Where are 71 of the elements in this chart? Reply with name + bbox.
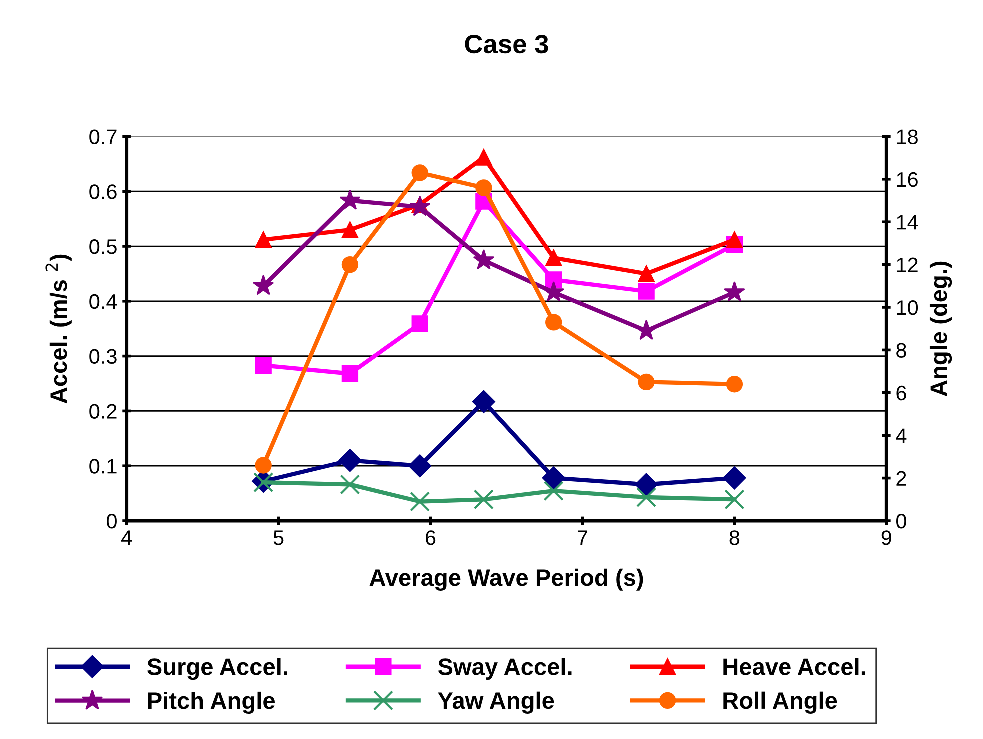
point xyxy=(546,250,562,266)
legend-label: Roll Angle xyxy=(724,692,838,714)
point xyxy=(472,390,496,414)
y2-tick-label: 4 xyxy=(896,428,907,444)
x-axis-title: Average Wave Period (s) xyxy=(370,568,644,591)
legend-label: Heave Accel. xyxy=(724,658,866,676)
legend-label: Surge Accel. xyxy=(148,658,288,680)
point xyxy=(338,449,362,472)
point xyxy=(340,190,361,210)
point xyxy=(255,232,272,248)
y-tick-label: 0.7 xyxy=(90,130,117,144)
point xyxy=(636,487,657,508)
x-tick-label: 6 xyxy=(426,530,436,546)
x-tick-label: 9 xyxy=(882,530,892,546)
point xyxy=(546,272,562,288)
y2-tick-label: 14 xyxy=(897,215,918,230)
y-tick-label: 0.3 xyxy=(90,349,117,364)
point xyxy=(723,466,746,490)
point xyxy=(726,232,744,248)
point xyxy=(638,283,655,300)
y2-tick-label: 6 xyxy=(896,386,906,401)
y-tick-label: 0.1 xyxy=(90,459,117,474)
point xyxy=(255,357,272,374)
point xyxy=(726,376,744,393)
point xyxy=(638,374,655,391)
point xyxy=(342,256,359,274)
point xyxy=(474,490,494,510)
y2-tick-label: 8 xyxy=(896,343,906,358)
point xyxy=(542,466,566,490)
point xyxy=(252,275,274,296)
point xyxy=(410,492,430,512)
point xyxy=(543,281,564,302)
point xyxy=(635,473,658,496)
x-tick-label: 4 xyxy=(121,530,132,546)
y-axis-title: Accel. (m/s $^{2}$) xyxy=(46,254,72,404)
point xyxy=(636,320,658,340)
point xyxy=(410,196,431,216)
point xyxy=(408,454,432,478)
y2-axis-title: Angle (deg.) xyxy=(930,262,952,396)
point xyxy=(476,180,492,196)
legend-label: Sway Accel. xyxy=(438,658,572,680)
legend-label: Yaw Angle xyxy=(438,692,554,714)
x-tick-label: 8 xyxy=(730,530,740,546)
y2-tick-label: 12 xyxy=(897,258,918,272)
y-tick-label: 0.4 xyxy=(90,294,118,310)
chart-title: Case 3 xyxy=(465,34,548,54)
point xyxy=(638,266,655,282)
legend-label: Pitch Angle xyxy=(148,692,276,714)
y-tick-label: 0 xyxy=(107,514,117,529)
point xyxy=(724,490,745,510)
y2-tick-label: 10 xyxy=(897,300,918,316)
y-tick-label: 0.2 xyxy=(90,404,117,419)
point xyxy=(473,249,495,270)
point xyxy=(340,474,360,495)
y-tick-label: 0.5 xyxy=(90,240,117,254)
y2-tick-label: 16 xyxy=(897,172,918,188)
x-tick-label: 7 xyxy=(578,530,588,546)
y2-tick-label: 0 xyxy=(896,514,906,529)
point xyxy=(724,281,746,302)
point xyxy=(342,366,359,382)
x-tick-label: 5 xyxy=(274,530,284,546)
point xyxy=(544,481,564,502)
y-tick-label: 0.6 xyxy=(90,184,117,200)
y2-tick-label: 2 xyxy=(896,471,906,486)
point xyxy=(342,222,359,238)
point xyxy=(255,457,272,474)
point xyxy=(546,314,562,331)
y2-tick-label: 18 xyxy=(897,130,918,144)
point xyxy=(412,164,428,182)
point xyxy=(476,149,492,166)
point xyxy=(412,316,428,332)
